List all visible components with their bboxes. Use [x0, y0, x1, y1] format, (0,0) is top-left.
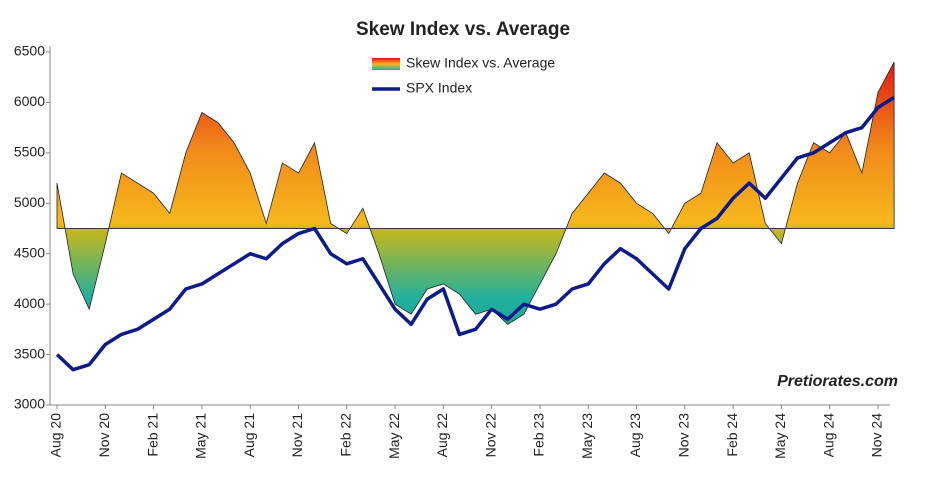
legend-label: SPX Index	[406, 80, 472, 96]
x-tick-label: Aug 22	[434, 413, 450, 458]
x-tick-label: Feb 22	[337, 413, 353, 457]
skew-area	[56, 61, 895, 325]
y-tick-label: 5500	[14, 144, 45, 160]
x-tick-label: May 23	[579, 413, 595, 459]
legend-label: Skew Index vs. Average	[406, 55, 555, 71]
x-tick-label: Nov 22	[482, 413, 498, 458]
spx-line	[55, 95, 896, 372]
legend-swatch	[372, 58, 400, 70]
x-tick-label: Feb 24	[724, 413, 740, 457]
y-tick-label: 4500	[14, 244, 45, 260]
x-tick-label: Aug 24	[820, 413, 836, 458]
x-tick-label: May 24	[772, 413, 788, 459]
x-tick-label: Nov 20	[96, 413, 112, 458]
x-tick-label: Aug 21	[241, 413, 257, 458]
x-tick-label: May 22	[386, 413, 402, 459]
x-tick-label: Feb 23	[531, 413, 547, 457]
chart-title: Skew Index vs. Average	[356, 19, 570, 40]
x-tick-label: May 21	[193, 413, 209, 459]
y-tick-label: 3000	[14, 396, 45, 412]
y-tick-label: 3500	[14, 345, 45, 361]
x-tick-label: Aug 23	[627, 413, 643, 458]
x-tick-label: Aug 20	[48, 413, 64, 458]
x-tick-label: Nov 24	[869, 413, 885, 458]
y-tick-label: 5000	[14, 194, 45, 210]
x-tick-label: Feb 21	[144, 413, 160, 457]
y-tick-label: 6000	[14, 93, 45, 109]
x-tick-label: Nov 21	[289, 413, 305, 458]
y-tick-label: 4000	[14, 295, 45, 311]
watermark: Pretiorates.com	[777, 373, 898, 390]
x-tick-label: Nov 23	[676, 413, 692, 458]
y-tick-label: 6500	[14, 43, 45, 59]
